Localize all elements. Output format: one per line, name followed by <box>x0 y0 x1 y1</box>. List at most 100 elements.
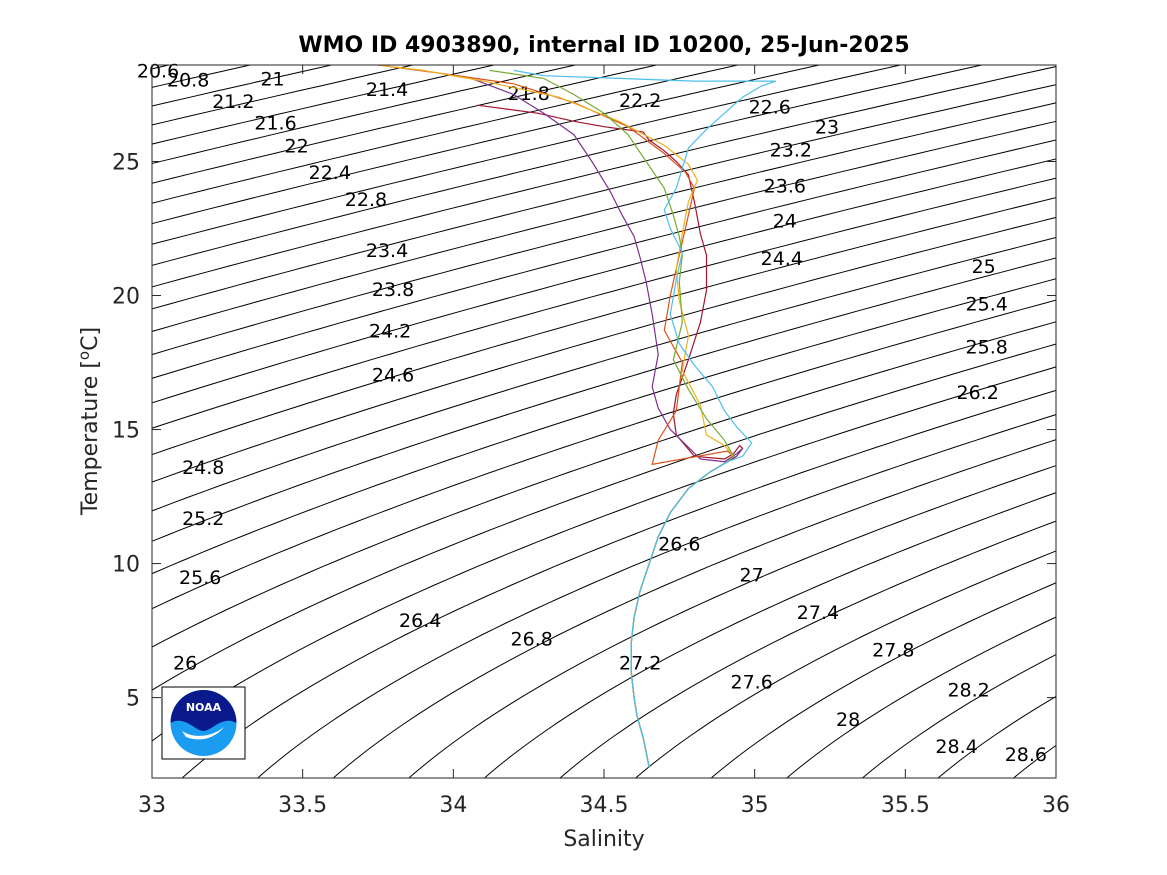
x-tick-label: 35.5 <box>881 793 930 818</box>
y-tick-label: 20 <box>112 285 140 310</box>
isopycnal-line <box>152 257 1056 542</box>
density-contours <box>152 65 1056 778</box>
isopycnal-label: 26.2 <box>956 382 998 404</box>
profile-series-line <box>477 104 744 768</box>
isopycnal-line <box>786 616 1056 778</box>
isopycnal-line <box>152 237 1056 512</box>
logo-text: NOAA <box>186 701 222 714</box>
isopycnal-line <box>152 299 1056 610</box>
isopycnal-line <box>1012 744 1056 778</box>
isopycnal-label: 26.8 <box>511 629 553 651</box>
x-tick-label: 33 <box>138 793 166 818</box>
logo-bird-top <box>170 690 237 731</box>
isopycnal-line <box>710 582 1056 778</box>
isopycnal-label: 22.4 <box>309 162 351 184</box>
isopycnal-line <box>152 177 1056 429</box>
isopycnal-line <box>483 492 1056 778</box>
isopycnal-line <box>152 366 1056 742</box>
isopycnal-label: 25.8 <box>966 336 1008 358</box>
isopycnal-label: 23.4 <box>366 240 408 262</box>
y-axis-ticks: 5 10 15 20 25 <box>112 150 1056 712</box>
isopycnal-label: 21.2 <box>212 91 254 113</box>
isopycnal-label: 27 <box>740 564 764 586</box>
isopycnal-label: 28 <box>836 709 860 731</box>
isopycnal-line <box>152 66 1056 288</box>
profile-series-line <box>377 65 735 768</box>
isopycnal-label: 22.8 <box>345 189 387 211</box>
noaa-logo: NOAA <box>161 686 246 760</box>
isopycnal-label: 23.8 <box>372 279 414 301</box>
isopycnal-label: 21 <box>260 68 284 90</box>
isopycnal-label: 22 <box>285 135 309 157</box>
isopycnal-line <box>152 65 741 204</box>
profile-series-line <box>513 69 776 768</box>
x-tick-label: 34.5 <box>580 793 629 818</box>
isopycnal-line <box>408 465 1056 778</box>
isopycnal-label: 23 <box>815 117 839 139</box>
y-tick-label: 25 <box>112 150 140 175</box>
profile-series-line <box>377 65 735 768</box>
x-tick-label: 35 <box>741 793 769 818</box>
isopycnal-label: 21.6 <box>254 113 296 135</box>
isopycnal-label: 20.8 <box>167 70 209 92</box>
isopycnal-label: 22.2 <box>619 90 661 112</box>
isopycnal-line <box>152 120 1056 356</box>
isopycnal-line <box>152 65 985 266</box>
isopycnal-line <box>634 550 1056 778</box>
isopycnal-label: 27.8 <box>872 639 914 661</box>
x-tick-label: 34 <box>439 793 467 818</box>
isopycnal-label: 26.6 <box>658 533 700 555</box>
isopycnal-line <box>152 278 1056 575</box>
isopycnal-label: 24.8 <box>182 457 224 479</box>
x-tick-label: 33.5 <box>278 793 327 818</box>
isopycnal-line <box>152 216 1056 483</box>
isopycnal-label: 24 <box>773 210 797 232</box>
isopycnal-line <box>152 343 1056 691</box>
isopycnal-label: 28.4 <box>935 736 977 758</box>
isopycnal-label: 24.2 <box>369 320 411 342</box>
isopycnal-line <box>152 65 334 107</box>
isopycnal-label: 23.6 <box>764 176 806 198</box>
y-axis-label: Temperature [oC] <box>75 327 103 516</box>
isopycnal-line <box>152 321 1056 648</box>
isopycnal-line <box>181 389 1056 778</box>
isopycnal-label: 24.6 <box>372 365 414 387</box>
isopycnal-label: 23.2 <box>770 139 812 161</box>
profile-series-line <box>489 69 735 768</box>
isopycnal-label: 25.4 <box>966 294 1008 316</box>
isopycnal-line <box>861 653 1056 778</box>
profile-lines <box>377 65 776 768</box>
isopycnal-line <box>152 65 822 225</box>
logo-bird-wave <box>182 727 224 740</box>
x-axis-label: Salinity <box>563 827 644 852</box>
isopycnal-label: 24.4 <box>761 248 803 270</box>
isopycnal-label: 26 <box>173 653 197 675</box>
isopycnal-label: 26.4 <box>399 610 441 632</box>
isopycnal-label: 27.6 <box>730 672 772 694</box>
isopycnal-label: 22.6 <box>749 97 791 119</box>
isopycnal-line <box>152 102 1056 332</box>
isopycnal-line <box>152 65 659 184</box>
x-axis-ticks: 33 33.5 34 34.5 35 35.5 36 <box>138 65 1070 818</box>
density-contour-labels: 20.620.8 2121.221.421.621.82222.222.422.6… <box>137 60 1047 766</box>
isopycnal-label: 28.6 <box>1005 744 1047 766</box>
isopycnal-line <box>152 84 1056 310</box>
isopycnal-line <box>152 197 1056 456</box>
y-tick-label: 15 <box>112 419 140 444</box>
isopycnal-label: 25 <box>972 256 996 278</box>
isopycnal-line <box>559 520 1056 778</box>
isopycnal-label: 25.6 <box>179 567 221 589</box>
isopycnal-line <box>152 158 1056 404</box>
isopycnal-label: 27.4 <box>797 602 839 624</box>
isopycnal-line <box>152 65 903 245</box>
profile-series-line <box>471 77 744 768</box>
isopycnal-line <box>152 139 1056 379</box>
isopycnal-line <box>332 439 1056 778</box>
x-tick-label: 36 <box>1042 793 1070 818</box>
y-tick-label: 5 <box>126 687 140 712</box>
isopycnal-line <box>256 414 1056 778</box>
isopycnal-label: 27.2 <box>619 653 661 675</box>
isopycnal-label: 25.2 <box>182 508 224 530</box>
y-tick-label: 10 <box>112 553 140 578</box>
